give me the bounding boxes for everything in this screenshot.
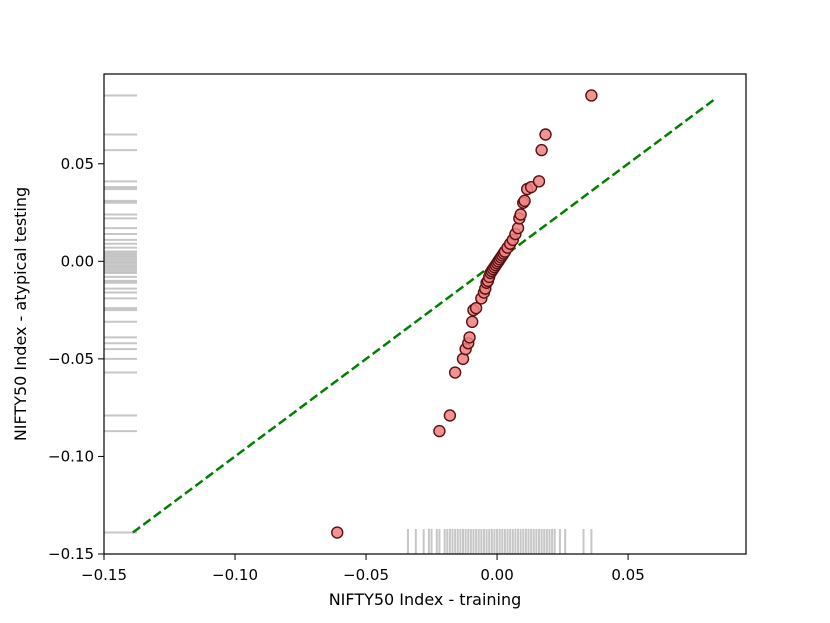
data-point [463, 331, 476, 344]
data-point [514, 208, 527, 221]
data-point [443, 409, 457, 422]
y-axis-label: NIFTY50 Index - atypical testing [11, 187, 30, 441]
data-point [532, 175, 546, 188]
data-point [469, 301, 483, 315]
data-point [331, 526, 344, 539]
x-axis-label: NIFTY50 Index - training [329, 590, 522, 609]
data-point [433, 424, 446, 438]
x-tick-label: −0.15 [81, 566, 127, 584]
y-tick-label: −0.10 [48, 447, 94, 465]
data-point [518, 194, 531, 208]
x-axis-ticks: −0.15 −0.10 −0.05 0.00 0.05 [81, 554, 645, 584]
x-tick-label: −0.10 [212, 566, 258, 584]
y-axis-ticks: −0.15 −0.10 −0.05 0.00 0.05 [48, 155, 104, 563]
y-rug-layer [104, 94, 137, 534]
y-tick-label: −0.05 [48, 350, 94, 368]
data-point [535, 143, 548, 157]
x-tick-label: −0.05 [343, 566, 389, 584]
x-tick-label: 0.05 [611, 566, 644, 584]
reference-line [132, 98, 716, 534]
y-tick-label: 0.05 [61, 155, 94, 173]
y-tick-label: 0.00 [61, 252, 94, 270]
data-point [465, 315, 479, 329]
data-point [448, 366, 462, 379]
reference-line-layer [132, 98, 716, 534]
y-tick-label: −0.15 [48, 545, 94, 563]
data-point [539, 128, 552, 141]
x-tick-label: 0.00 [480, 566, 513, 584]
plot-frame [103, 73, 747, 555]
data-point [585, 89, 598, 102]
x-rug-layer [406, 529, 593, 554]
points-layer [331, 89, 598, 539]
